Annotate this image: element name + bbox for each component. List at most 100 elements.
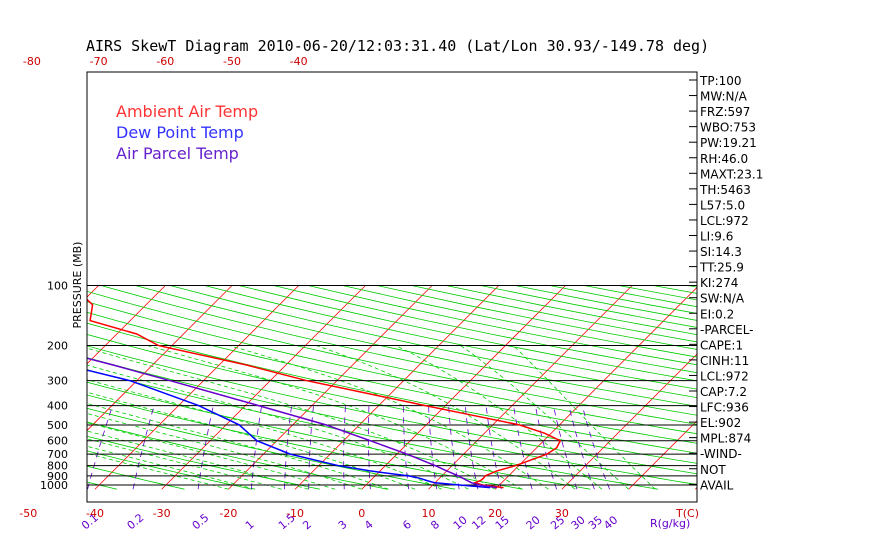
index-label: -WIND- (700, 447, 742, 461)
pressure-tick-label: 200 (47, 340, 68, 353)
index-label: -PARCEL- (700, 323, 754, 337)
mixing-ratio-tick-label: 10 (451, 513, 470, 532)
index-label: AVAIL (700, 478, 734, 492)
top-temp-tick-label: -50 (223, 55, 241, 68)
isotherm-line (228, 285, 433, 490)
moist-adiabat-line (87, 403, 389, 490)
index-label: LFC:936 (700, 401, 749, 415)
pressure-tick-label: 700 (47, 448, 68, 461)
index-label: MW:N/A (700, 90, 748, 104)
dry-adiabat-line (273, 285, 697, 374)
mixing-ratio-line (535, 405, 557, 490)
grid-lines (0, 285, 870, 490)
legend: Ambient Air Temp Dew Point Temp Air Parc… (116, 102, 258, 163)
series-line-dew-point-temp (87, 369, 491, 489)
mixing-ratio-unit-label: R(g/kg) (650, 517, 690, 530)
mixing-ratio-tick-label: 0.5 (190, 511, 212, 532)
dry-adiabat-line (87, 345, 697, 475)
legend-air-parcel-temp: Air Parcel Temp (116, 144, 239, 163)
axes: 0.1 0.2 0.5 1 1.5 2 3 4 6 8 10 12 15 20 25 303540100200… (19, 55, 699, 532)
pressure-tick-label: 600 (47, 435, 68, 448)
y-axis-label: PRESSURE (MB) (71, 242, 84, 329)
dry-adiabat-line (204, 285, 697, 390)
bottom-temp-tick-label: 0 (358, 507, 365, 520)
mixing-ratio-line (553, 405, 578, 490)
moist-adiabat-line (87, 413, 362, 490)
top-temp-tick-label: -70 (90, 55, 108, 68)
bottom-temp-tick-label: -40 (86, 507, 104, 520)
mixing-ratio-line (513, 405, 533, 490)
moist-adiabat-line (87, 430, 309, 490)
moist-adiabat-line (87, 379, 442, 490)
grid-clip (0, 285, 870, 490)
dry-adiabat-line (87, 322, 697, 454)
index-label: CINH:11 (700, 354, 749, 368)
isotherm-line (87, 285, 233, 432)
isotherm-line (0, 286, 32, 490)
dry-adiabat-line (87, 311, 697, 444)
dry-adiabat-line (238, 285, 697, 382)
isotherm-line (628, 420, 697, 490)
series-clip (87, 298, 562, 489)
index-label: NOT (700, 463, 726, 477)
dry-adiabat-line (169, 285, 697, 399)
moist-adiabat-line (87, 438, 282, 490)
mixing-ratio-tick-label: 3 (336, 518, 350, 532)
mixing-ratio-line (87, 405, 113, 490)
top-temp-tick-label: -80 (23, 55, 41, 68)
mixing-ratio-tick-label: 6 (400, 518, 414, 532)
bottom-temp-tick-label: -30 (153, 507, 171, 520)
isotherm-line (561, 353, 697, 490)
mixing-ratio-line (464, 405, 479, 490)
mixing-ratio-tick-label: 2 (300, 518, 314, 532)
moist-adiabat-line (87, 453, 229, 490)
dry-adiabat-line (377, 285, 697, 350)
moist-adiabat-line (87, 391, 416, 490)
dry-adiabat-line (515, 285, 697, 321)
dry-adiabat-line (411, 285, 697, 343)
data-series (87, 298, 562, 489)
dry-adiabat-line (0, 286, 49, 490)
isotherm-line (94, 285, 299, 490)
dry-adiabat-line (87, 465, 185, 490)
dry-adiabat-line (135, 285, 697, 407)
dry-adiabat-line (87, 407, 456, 490)
chart-title: AIRS SkewT Diagram 2010-06-20/12:03:31.4… (86, 37, 709, 55)
bottom-temp-tick-label: -20 (219, 507, 237, 520)
isotherm-line (762, 286, 870, 490)
index-label: LCL:972 (700, 214, 749, 228)
mixing-ratio-line (582, 405, 611, 490)
isotherm-line (87, 285, 166, 365)
bottom-temp-tick-label: -10 (286, 507, 304, 520)
series-line-air-parcel-temp (87, 357, 497, 489)
moist-adiabat-line (147, 345, 523, 490)
index-label: SW:N/A (700, 292, 745, 306)
moist-adiabat-line (87, 364, 469, 490)
index-label: CAPE:1 (700, 338, 743, 352)
bottom-temp-tick-label: 30 (555, 507, 569, 520)
moist-adiabat-line (87, 422, 336, 490)
legend-dew-point-temp: Dew Point Temp (116, 123, 244, 142)
index-label: WBO:753 (700, 121, 756, 135)
moist-adiabat-line (87, 347, 496, 490)
plot-frame (86, 71, 698, 503)
dry-adiabat-line (100, 285, 697, 416)
index-label: TT:25.9 (699, 261, 744, 275)
pressure-tick-label: 800 (47, 460, 68, 473)
mixing-ratio-tick-label: 20 (524, 513, 543, 532)
pressure-tick-label: 900 (47, 470, 68, 483)
mixing-ratio-line (343, 405, 346, 490)
index-label: SI:14.3 (700, 245, 742, 259)
bottom-temp-tick-label: 20 (488, 507, 502, 520)
dry-adiabat-line (87, 334, 697, 464)
index-label: FRZ:597 (700, 105, 750, 119)
mixing-ratio-tick-label: 0.2 (125, 511, 147, 532)
mixing-ratio-tick-label: 12 (469, 513, 488, 532)
index-label: PW:19.21 (700, 136, 757, 150)
index-label: LCL:972 (700, 369, 749, 383)
dry-adiabat-line (87, 421, 388, 490)
bottom-temp-tick-label: -50 (19, 507, 37, 520)
legend-ambient-air-temp: Ambient Air Temp (116, 102, 258, 121)
series-line-ambient-air-temp (87, 298, 562, 489)
